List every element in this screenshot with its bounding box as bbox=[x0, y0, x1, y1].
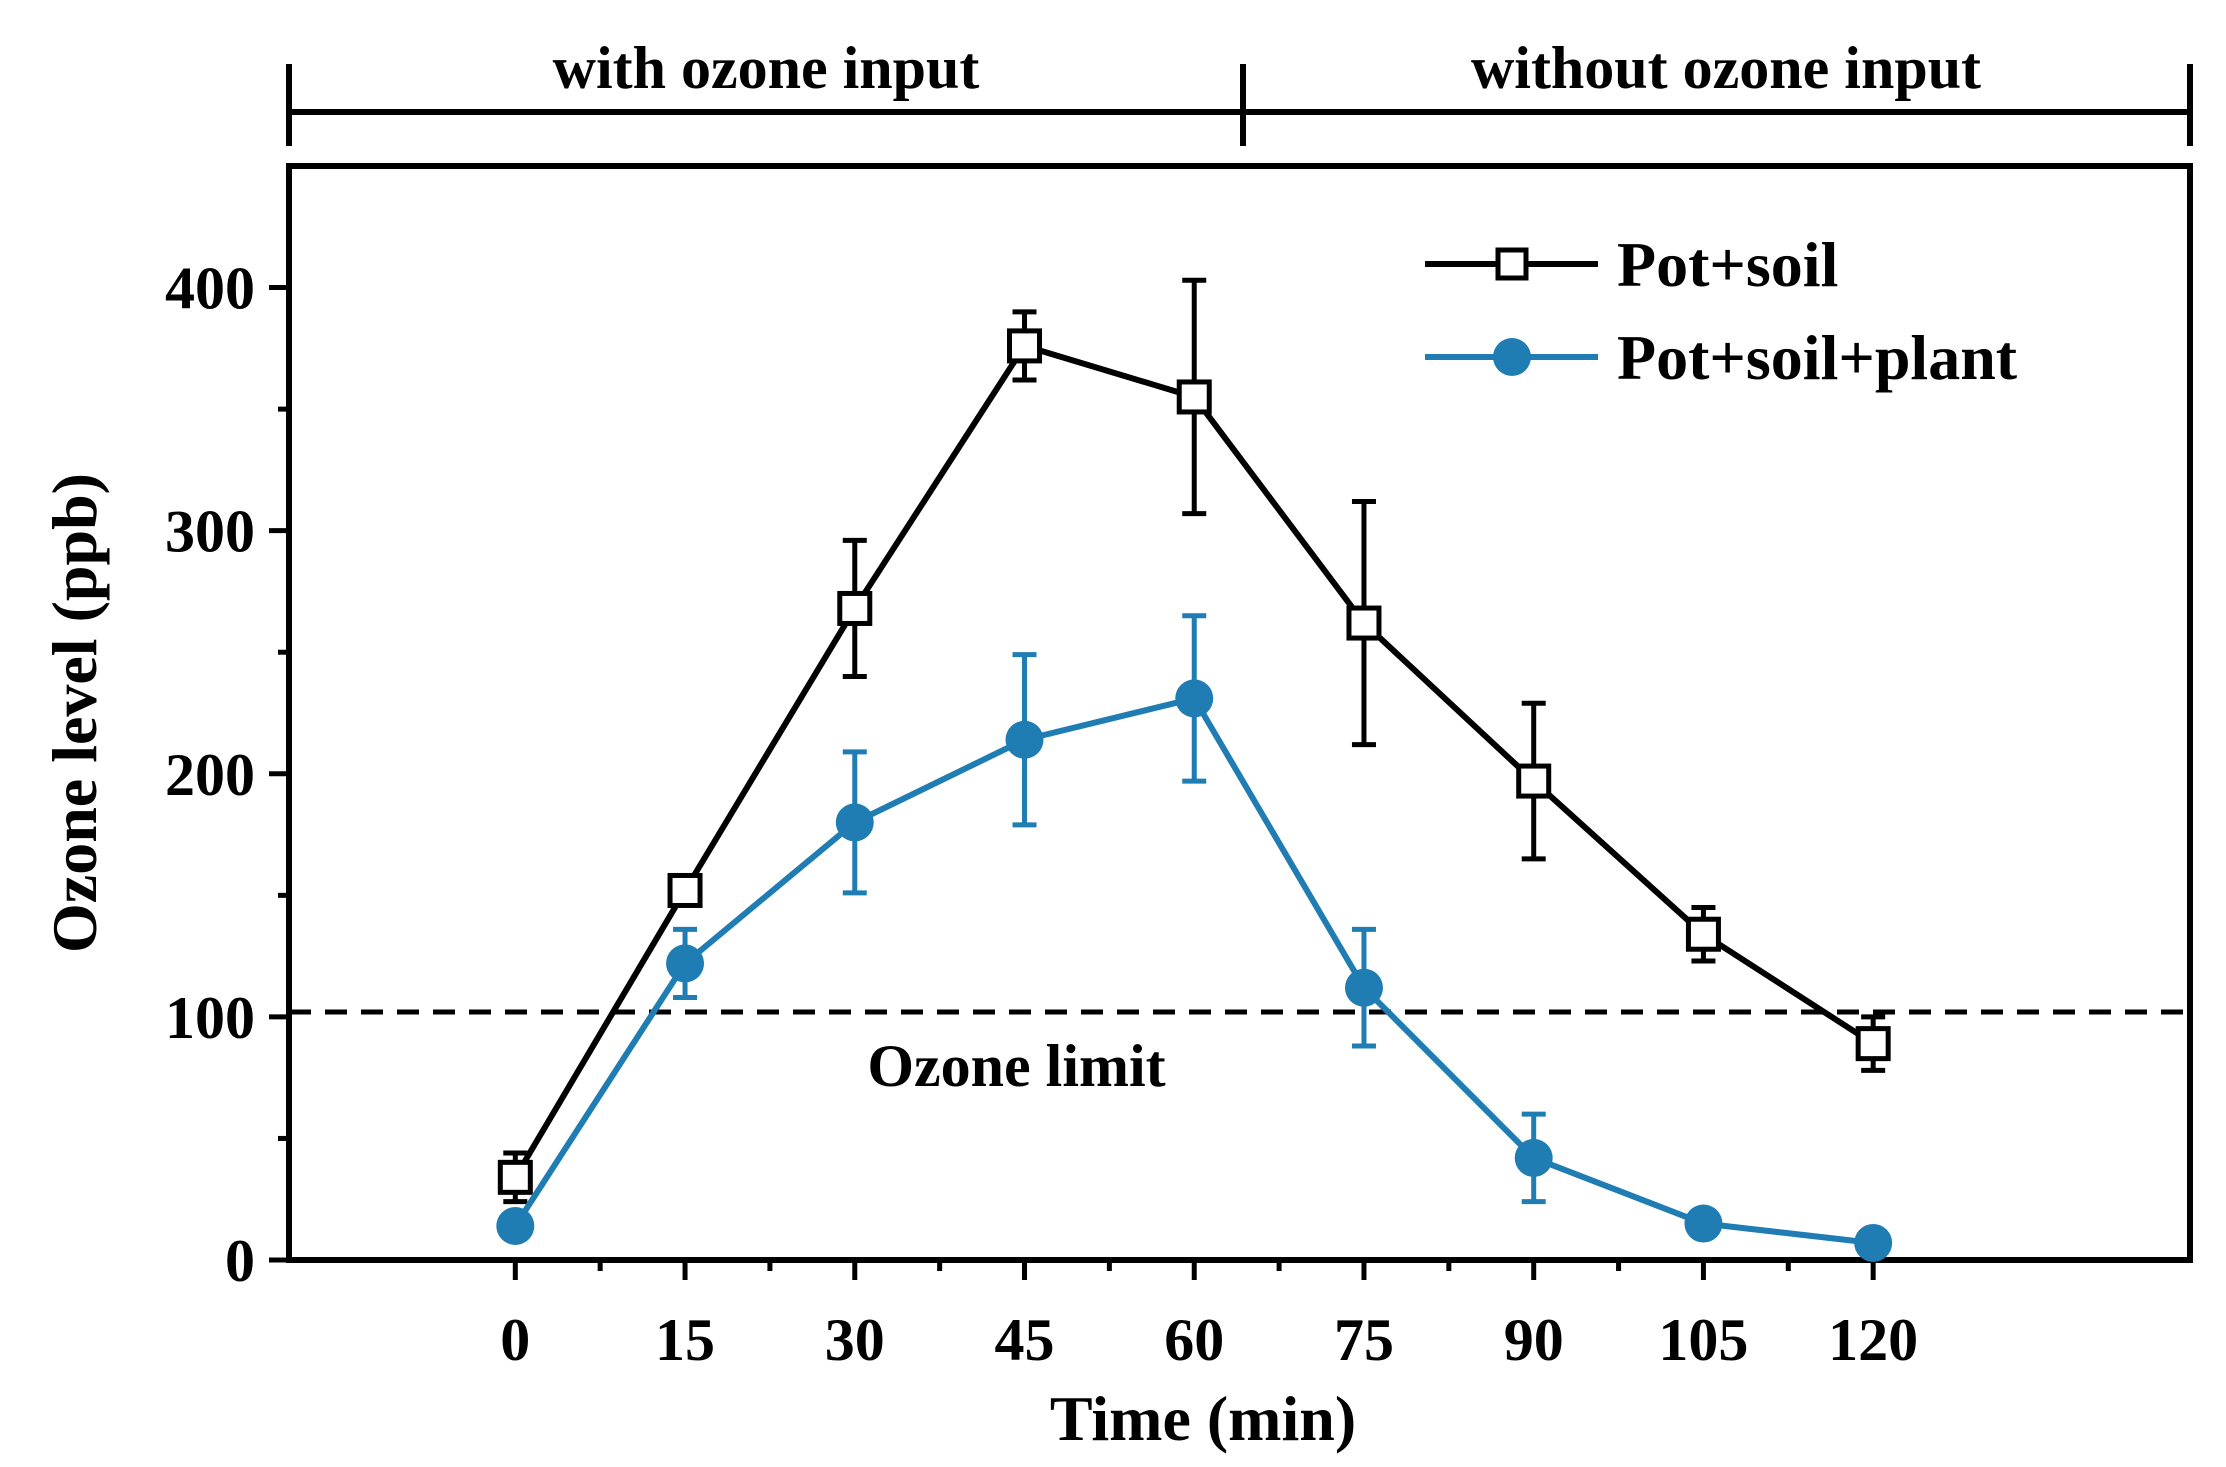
data-point bbox=[496, 1206, 535, 1245]
data-point bbox=[1346, 605, 1382, 641]
phase-label-with-ozone: with ozone input bbox=[553, 35, 980, 101]
y-tick-label: 100 bbox=[165, 985, 255, 1051]
y-tick-label: 300 bbox=[165, 499, 255, 565]
data-point bbox=[1685, 916, 1721, 952]
legend-label-pot-soil: Pot+soil bbox=[1617, 229, 1838, 300]
y-axis: 0 100 200 300 400 bbox=[165, 256, 289, 1294]
x-tick-label: 120 bbox=[1828, 1307, 1918, 1373]
series-layer bbox=[496, 277, 1893, 1262]
data-point bbox=[1516, 763, 1552, 799]
plot-frame bbox=[286, 163, 2193, 1263]
legend-label-pot-soil-plant: Pot+soil+plant bbox=[1617, 322, 2018, 393]
x-axis: 0 15 30 45 60 75 90 105 120 bbox=[500, 1260, 1918, 1373]
x-axis-title: Time (min) bbox=[1050, 1383, 1356, 1454]
data-point bbox=[667, 872, 703, 908]
series-pot-soil-plant bbox=[496, 613, 1893, 1262]
data-point bbox=[1344, 968, 1383, 1007]
legend: Pot+soil Pot+soil+plant bbox=[1425, 229, 2018, 393]
x-tick-label: 60 bbox=[1164, 1307, 1224, 1373]
data-point bbox=[1007, 328, 1043, 364]
series-pot-soil bbox=[497, 277, 1891, 1205]
x-tick-label: 30 bbox=[825, 1307, 885, 1373]
phase-label-without-ozone: without ozone input bbox=[1471, 35, 1981, 101]
data-point bbox=[835, 803, 874, 842]
data-point bbox=[666, 944, 705, 983]
y-tick-label: 0 bbox=[225, 1228, 255, 1294]
x-tick-label: 45 bbox=[995, 1307, 1055, 1373]
data-point bbox=[1514, 1138, 1553, 1177]
data-point bbox=[1175, 679, 1214, 718]
x-tick-label: 75 bbox=[1334, 1307, 1394, 1373]
data-point bbox=[1855, 1026, 1891, 1062]
y-axis-title: Ozone level (ppb) bbox=[39, 473, 110, 953]
data-point bbox=[837, 590, 873, 626]
legend-marker-pot-soil-plant bbox=[1493, 338, 1531, 376]
data-point bbox=[497, 1159, 533, 1195]
ozone-limit-label: Ozone limit bbox=[867, 1033, 1165, 1099]
legend-marker-pot-soil bbox=[1495, 247, 1529, 281]
x-tick-label: 15 bbox=[655, 1307, 715, 1373]
x-tick-label: 90 bbox=[1504, 1307, 1564, 1373]
data-point bbox=[1176, 379, 1212, 415]
data-point bbox=[1684, 1204, 1723, 1243]
phase-bracket: with ozone input without ozone input bbox=[286, 35, 2193, 146]
x-tick-label: 105 bbox=[1658, 1307, 1748, 1373]
data-point bbox=[1854, 1223, 1893, 1262]
x-tick-label: 0 bbox=[500, 1307, 530, 1373]
data-point bbox=[1005, 720, 1044, 759]
y-tick-label: 200 bbox=[165, 742, 255, 808]
y-tick-label: 400 bbox=[165, 256, 255, 322]
